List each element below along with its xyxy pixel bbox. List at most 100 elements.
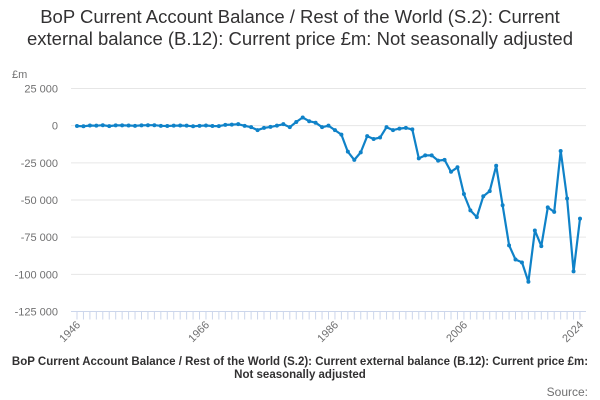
data-point [313, 120, 318, 125]
data-point [494, 163, 499, 168]
data-point [268, 124, 273, 129]
data-point [410, 127, 415, 132]
data-point [500, 203, 505, 208]
data-point [332, 128, 337, 133]
data-point [120, 123, 125, 128]
data-point [403, 125, 408, 130]
data-point [513, 257, 518, 262]
data-point [571, 269, 576, 274]
data-point [429, 153, 434, 158]
data-point [75, 123, 79, 128]
x-tick-label: 1946 [57, 319, 83, 345]
data-point [449, 169, 454, 174]
data-point [274, 123, 279, 128]
data-point [126, 123, 131, 128]
data-point [81, 124, 86, 129]
data-point [262, 125, 267, 130]
data-point [384, 125, 389, 130]
y-tick-label: -100 000 [15, 269, 58, 281]
data-point [229, 122, 234, 127]
chart-title: BoP Current Account Balance / Rest of th… [26, 6, 574, 49]
data-point [578, 216, 582, 221]
data-point [365, 134, 370, 139]
data-point [242, 123, 247, 128]
data-point [416, 156, 421, 161]
data-point [507, 243, 512, 248]
data-point [423, 153, 428, 158]
data-point [100, 123, 105, 128]
data-point [249, 125, 254, 130]
data-point [326, 123, 331, 128]
data-point [455, 165, 460, 170]
data-point [158, 123, 163, 128]
data-point [165, 123, 170, 128]
data-point [390, 128, 395, 133]
data-point [474, 215, 479, 220]
source-label: Source: [546, 385, 588, 399]
y-tick-label: -125 000 [15, 307, 58, 319]
data-point [519, 260, 524, 265]
data-point [87, 123, 92, 128]
y-tick-label: 25 000 [24, 84, 58, 96]
data-point [339, 132, 344, 137]
y-tick-label: -25 000 [21, 158, 58, 170]
data-point [320, 125, 325, 130]
y-tick-label: -75 000 [21, 232, 58, 244]
data-point [133, 123, 138, 128]
data-point [216, 124, 221, 129]
data-point [307, 119, 312, 124]
data-point [178, 123, 183, 128]
y-tick-label: -50 000 [21, 195, 58, 207]
data-point [300, 115, 305, 120]
data-point [461, 192, 466, 197]
data-point [565, 196, 570, 201]
data-point [139, 123, 144, 128]
data-point [526, 279, 531, 284]
x-tick-label: 2006 [444, 319, 470, 345]
y-axis: 25 000 0 -25 000 -50 000 -75 000 -100 000 -125… [15, 84, 58, 319]
data-point [223, 122, 228, 127]
data-point [442, 157, 447, 162]
data-point [539, 244, 544, 249]
data-point [552, 209, 557, 214]
data-point [184, 123, 189, 128]
grid [71, 88, 586, 320]
data-point [487, 189, 492, 194]
y-axis-unit: £m [12, 69, 27, 81]
data-point [94, 123, 99, 128]
data-point [345, 149, 350, 154]
data-point [436, 158, 441, 163]
data-point [545, 205, 550, 210]
y-tick-label: 0 [52, 121, 58, 133]
x-axis-label: BoP Current Account Balance / Rest of th… [11, 356, 589, 381]
data-point [255, 128, 260, 133]
data-point [287, 125, 292, 130]
data-point [113, 123, 118, 128]
x-tick-label: 1986 [315, 319, 341, 345]
data-point [210, 123, 215, 128]
data-points [75, 115, 582, 284]
data-point [107, 124, 112, 129]
data-point [203, 123, 208, 128]
data-point [281, 122, 286, 127]
data-point [352, 157, 357, 162]
data-point [371, 137, 376, 142]
data-point [378, 135, 383, 140]
data-point [236, 122, 241, 127]
data-point [558, 148, 563, 153]
data-point [294, 119, 299, 124]
data-point [358, 150, 363, 155]
x-axis: 1946 1966 1986 2006 2024 [57, 319, 586, 345]
data-point [468, 208, 473, 213]
x-tick-label: 1966 [186, 319, 212, 345]
data-point [532, 228, 537, 233]
data-point [481, 194, 486, 199]
data-point [197, 123, 202, 128]
data-point [145, 123, 150, 128]
data-point [191, 124, 196, 129]
data-point [397, 126, 402, 131]
data-point [152, 123, 157, 128]
data-point [171, 123, 176, 128]
x-tick-label: 2024 [560, 319, 586, 345]
